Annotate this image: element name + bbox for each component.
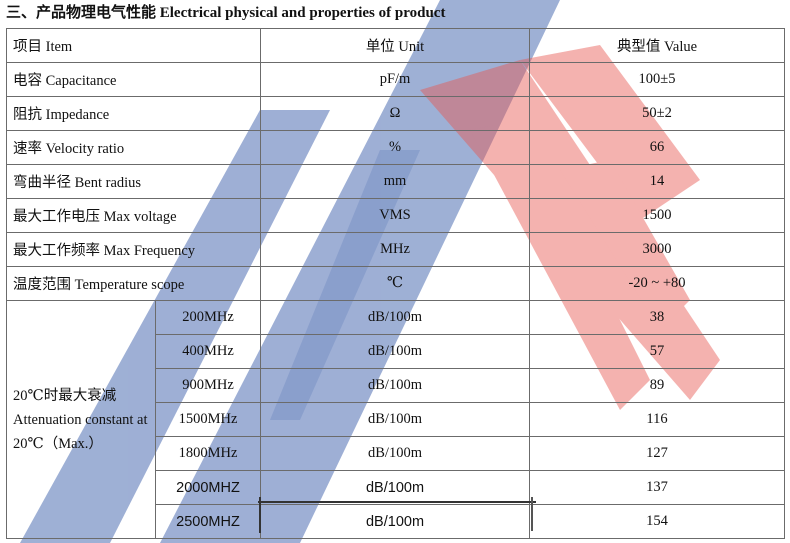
attenuation-value: 137	[529, 470, 786, 505]
row-value: 14	[529, 164, 786, 199]
attenuation-unit: dB/100m	[260, 368, 531, 403]
attenuation-unit: dB/100m	[260, 504, 531, 539]
row-item: 温度范围 Temperature scope	[5, 266, 262, 301]
row-unit: MHz	[260, 232, 531, 267]
attenuation-unit: dB/100m	[260, 470, 531, 505]
attenuation-value: 127	[529, 436, 786, 471]
row-unit: pF/m	[260, 62, 531, 97]
row-unit: Ω	[260, 96, 531, 131]
table-header-row: 项目 Item 单位 Unit 典型值 Value	[5, 28, 786, 63]
row-item: 弯曲半径 Bent radius	[5, 164, 262, 199]
attenuation-label-line: 20℃时最大衰减	[13, 387, 117, 404]
row-item: 阻抗 Impedance	[5, 96, 262, 131]
attenuation-label: 20℃时最大衰减 Attenuation constant at 20℃（Max…	[6, 300, 156, 539]
attenuation-frequency: 400MHz	[154, 334, 262, 369]
header-value: 典型值 Value	[529, 28, 786, 63]
row-unit: ℃	[260, 266, 531, 301]
row-item: 最大工作频率 Max Frequency	[5, 232, 262, 267]
overlay-rule-horizontal	[258, 501, 536, 503]
attenuation-row: 20℃时最大衰减 Attenuation constant at 20℃（Max…	[6, 300, 786, 539]
attenuation-value: 116	[529, 402, 786, 437]
attenuation-frequency: 900MHz	[154, 368, 262, 403]
overlay-rule-vertical	[531, 497, 533, 531]
row-item: 速率 Velocity ratio	[5, 130, 262, 165]
attenuation-label-line: 20℃（Max.）	[13, 435, 103, 452]
attenuation-unit: dB/100m	[260, 436, 531, 471]
row-value: 66	[529, 130, 786, 165]
attenuation-value: 89	[529, 368, 786, 403]
row-value: 1500	[529, 198, 786, 233]
table-row: 最大工作频率 Max Frequency MHz 3000	[5, 232, 786, 267]
attenuation-unit: dB/100m	[260, 300, 531, 335]
attenuation-frequency: 2500MHZ	[154, 504, 262, 539]
attenuation-unit: dB/100m	[260, 402, 531, 437]
row-item: 电容 Capacitance	[5, 62, 262, 97]
attenuation-value: 38	[529, 300, 786, 335]
row-value: 50±2	[529, 96, 786, 131]
spec-table: 项目 Item 单位 Unit 典型值 Value 电容 Capacitance…	[5, 28, 786, 539]
attenuation-unit: dB/100m	[260, 334, 531, 369]
attenuation-value: 57	[529, 334, 786, 369]
row-value: -20 ~ +80	[529, 266, 786, 301]
section-heading: 三、产品物理电气性能 Electrical physical and prope…	[6, 5, 446, 21]
table-row: 速率 Velocity ratio % 66	[5, 130, 786, 165]
row-value: 100±5	[529, 62, 786, 97]
overlay-rule-vertical	[259, 497, 261, 533]
row-item: 最大工作电压 Max voltage	[5, 198, 262, 233]
attenuation-value: 154	[529, 504, 786, 539]
attenuation-frequency: 1500MHz	[154, 402, 262, 437]
header-item: 项目 Item	[5, 28, 262, 63]
row-unit: %	[260, 130, 531, 165]
table-row: 电容 Capacitance pF/m 100±5	[5, 62, 786, 97]
header-unit: 单位 Unit	[260, 28, 531, 63]
table-row: 温度范围 Temperature scope ℃ -20 ~ +80	[5, 266, 786, 301]
row-unit: mm	[260, 164, 531, 199]
table-row: 最大工作电压 Max voltage VMS 1500	[5, 198, 786, 233]
attenuation-frequency: 1800MHz	[154, 436, 262, 471]
attenuation-label-line: Attenuation constant at	[13, 411, 148, 428]
table-row: 阻抗 Impedance Ω 50±2	[5, 96, 786, 131]
attenuation-frequency: 200MHz	[154, 300, 262, 335]
row-value: 3000	[529, 232, 786, 267]
table-row: 弯曲半径 Bent radius mm 14	[5, 164, 786, 199]
attenuation-frequency: 2000MHZ	[154, 470, 262, 505]
row-unit: VMS	[260, 198, 531, 233]
